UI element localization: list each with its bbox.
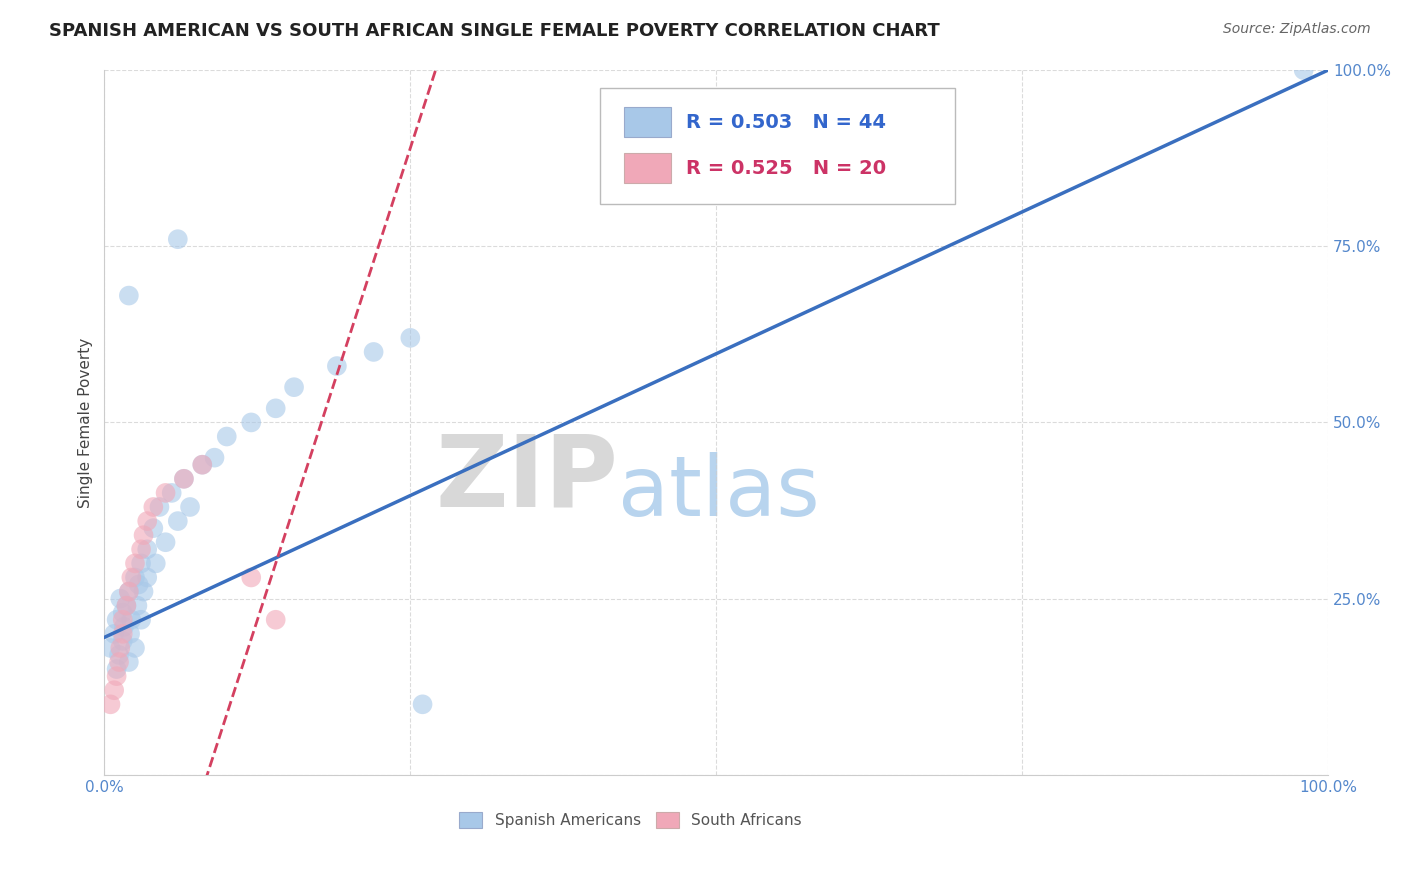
Point xyxy=(215,429,238,443)
Point xyxy=(191,458,214,472)
Point xyxy=(1292,63,1315,78)
Point xyxy=(120,613,142,627)
Point xyxy=(240,416,263,430)
Point xyxy=(111,613,134,627)
Point xyxy=(118,655,141,669)
Point xyxy=(129,613,152,627)
Point xyxy=(111,633,134,648)
Point xyxy=(115,599,138,613)
Point xyxy=(145,557,167,571)
Point xyxy=(136,570,159,584)
Point xyxy=(326,359,349,373)
Point xyxy=(128,577,150,591)
Point xyxy=(173,472,195,486)
Point xyxy=(204,450,226,465)
Text: atlas: atlas xyxy=(619,452,820,533)
Point xyxy=(110,591,132,606)
Point xyxy=(264,401,287,416)
Point xyxy=(127,599,149,613)
Point xyxy=(264,613,287,627)
Point xyxy=(155,486,177,500)
Point xyxy=(120,570,142,584)
Point xyxy=(105,662,128,676)
Point xyxy=(105,613,128,627)
Point xyxy=(105,669,128,683)
Point xyxy=(100,640,122,655)
Point xyxy=(142,500,165,514)
Point xyxy=(136,542,159,557)
Point xyxy=(166,232,188,246)
Point xyxy=(136,514,159,528)
Point xyxy=(191,458,214,472)
Point xyxy=(166,514,188,528)
Point xyxy=(412,698,434,712)
Point xyxy=(129,557,152,571)
FancyBboxPatch shape xyxy=(600,87,955,204)
FancyBboxPatch shape xyxy=(624,153,671,183)
Point xyxy=(129,542,152,557)
Point xyxy=(283,380,305,394)
Point xyxy=(118,288,141,302)
Point xyxy=(160,486,183,500)
Point xyxy=(155,535,177,549)
Point xyxy=(132,528,155,542)
Point xyxy=(124,640,146,655)
Point xyxy=(112,620,135,634)
Point xyxy=(108,655,131,669)
Text: R = 0.503   N = 44: R = 0.503 N = 44 xyxy=(686,112,886,132)
Text: R = 0.525   N = 20: R = 0.525 N = 20 xyxy=(686,159,886,178)
Point xyxy=(142,521,165,535)
Y-axis label: Single Female Poverty: Single Female Poverty xyxy=(79,337,93,508)
Point xyxy=(120,627,142,641)
Point xyxy=(118,584,141,599)
Point xyxy=(240,570,263,584)
Point xyxy=(103,627,125,641)
Point xyxy=(118,584,141,599)
Point xyxy=(363,345,385,359)
Point xyxy=(103,683,125,698)
Text: SPANISH AMERICAN VS SOUTH AFRICAN SINGLE FEMALE POVERTY CORRELATION CHART: SPANISH AMERICAN VS SOUTH AFRICAN SINGLE… xyxy=(49,22,941,40)
Point xyxy=(173,472,195,486)
Point xyxy=(111,606,134,620)
Point xyxy=(399,331,422,345)
Point xyxy=(110,640,132,655)
Point xyxy=(179,500,201,514)
Point xyxy=(100,698,122,712)
Legend: Spanish Americans, South Africans: Spanish Americans, South Africans xyxy=(453,805,808,834)
Point xyxy=(124,557,146,571)
Point xyxy=(115,599,138,613)
FancyBboxPatch shape xyxy=(624,107,671,137)
Point xyxy=(132,584,155,599)
Text: ZIP: ZIP xyxy=(436,430,619,527)
Text: Source: ZipAtlas.com: Source: ZipAtlas.com xyxy=(1223,22,1371,37)
Point xyxy=(108,648,131,662)
Point xyxy=(124,570,146,584)
Point xyxy=(111,627,134,641)
Point xyxy=(148,500,170,514)
